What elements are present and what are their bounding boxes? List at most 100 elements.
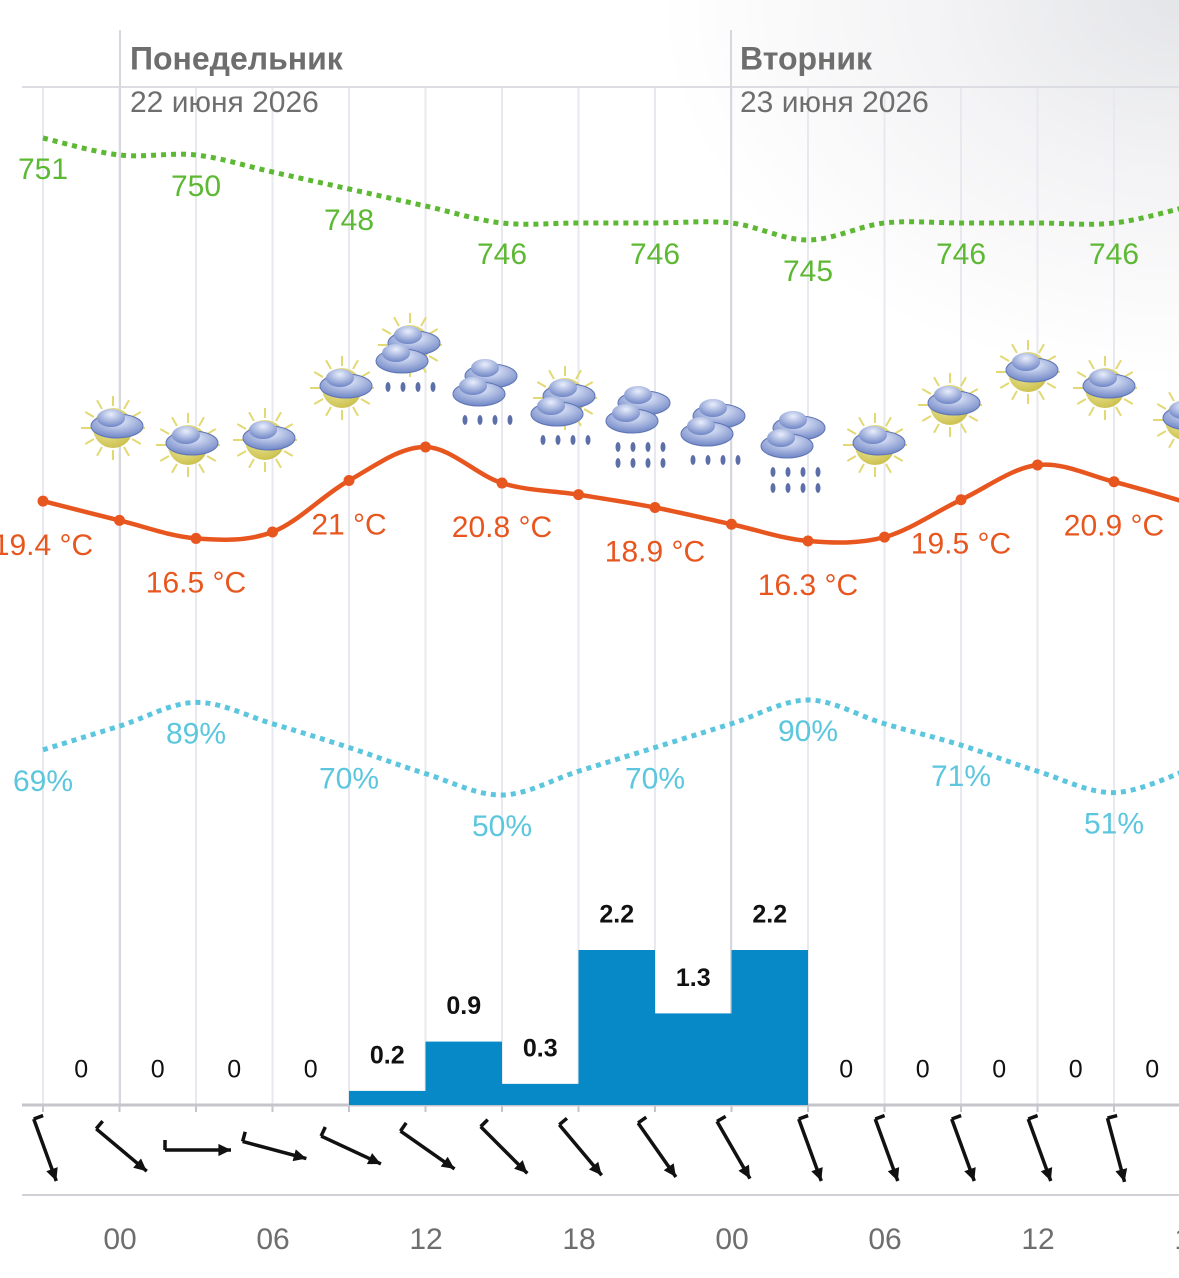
- sun-ray: [123, 399, 130, 410]
- humidity-label: 51%: [1084, 808, 1144, 841]
- temperature-label: 21 °C: [311, 508, 386, 541]
- sun-ray: [352, 359, 359, 370]
- wind-barb: [479, 1118, 489, 1128]
- weather-icon: [81, 396, 145, 460]
- cloud: [249, 421, 277, 439]
- sun-ray: [583, 408, 594, 415]
- temperature-point: [496, 477, 508, 489]
- rain-drop: [585, 435, 591, 445]
- wind-arrow-head: [46, 1167, 58, 1182]
- cloud: [767, 429, 795, 447]
- sun-ray: [123, 446, 130, 457]
- rain-drop: [630, 442, 636, 452]
- sun-ray: [1076, 398, 1087, 405]
- wind-arrow-head: [1040, 1167, 1053, 1182]
- cloud: [549, 379, 577, 397]
- day-name: Понедельник: [130, 40, 344, 76]
- sun-ray: [131, 411, 142, 418]
- humidity-label: 90%: [778, 715, 838, 748]
- rain-drop: [507, 415, 513, 425]
- wind-arrow-head: [366, 1153, 381, 1165]
- sun-ray: [575, 369, 582, 380]
- weather-icon: [310, 356, 374, 420]
- pressure-label: 745: [783, 255, 833, 288]
- rain-drop: [615, 442, 621, 452]
- sun-ray: [858, 463, 865, 474]
- pressure-label: 746: [936, 238, 986, 271]
- wind-arrow-head: [663, 1163, 676, 1178]
- cloud: [1089, 369, 1117, 387]
- sun-ray: [96, 446, 103, 457]
- sun-ray: [1168, 391, 1175, 402]
- sun-ray: [858, 416, 865, 427]
- precip-bar: [349, 1090, 426, 1105]
- weather-icon: [452, 359, 518, 425]
- weather-icon: [760, 411, 826, 493]
- sun-ray: [1115, 406, 1122, 417]
- humidity-label: 50%: [472, 810, 532, 843]
- cloud: [459, 377, 487, 395]
- day-date: 22 июня 2026: [130, 86, 319, 119]
- cloud: [624, 386, 652, 404]
- wind-barb: [558, 1116, 569, 1127]
- sun-ray: [921, 388, 932, 395]
- temperature-label: 19.4 °C: [0, 529, 93, 562]
- rain-drop: [690, 455, 696, 465]
- precip-label: 2.2: [752, 901, 787, 929]
- pressure-label: 751: [18, 153, 68, 186]
- rain-drop: [815, 467, 821, 477]
- rain-drop: [705, 455, 711, 465]
- precip-label: 2.2: [599, 901, 634, 929]
- precip-label: 0: [839, 1056, 853, 1084]
- sun-ray: [1088, 359, 1095, 370]
- hour-label: 12: [1021, 1223, 1054, 1256]
- sun-ray: [84, 438, 95, 445]
- humidity-label: 89%: [166, 717, 226, 750]
- temperature-point: [190, 532, 202, 544]
- sun-ray: [1123, 371, 1134, 378]
- sun-ray: [313, 371, 324, 378]
- cloud: [172, 426, 200, 444]
- sun-ray: [968, 415, 979, 422]
- hour-label: 18: [1174, 1223, 1179, 1256]
- wind-barb: [874, 1113, 886, 1121]
- sun-ray: [933, 376, 940, 387]
- rain-drop: [462, 415, 468, 425]
- sun-ray: [999, 355, 1010, 362]
- temperature-point: [955, 494, 967, 506]
- wind-arrow-head: [292, 1149, 307, 1162]
- wind-arrow-head: [738, 1164, 750, 1179]
- cloud: [859, 426, 887, 444]
- precip-bar: [502, 1083, 579, 1105]
- day-name: Вторник: [740, 40, 873, 76]
- temperature-line: [42, 444, 1179, 545]
- sun-ray: [275, 458, 282, 469]
- rain-drop: [400, 382, 406, 392]
- wind-arrow-head: [964, 1167, 976, 1182]
- wind-barb: [240, 1131, 247, 1142]
- weather-icon: [1153, 391, 1179, 449]
- sun-ray: [352, 406, 359, 417]
- cloud: [687, 417, 715, 435]
- sun-ray: [846, 428, 857, 435]
- wind-barb: [319, 1126, 327, 1137]
- sun-ray: [1076, 371, 1087, 378]
- grid: [42, 87, 1115, 1112]
- pressure-label: 750: [171, 170, 221, 203]
- hour-label: 06: [256, 1223, 289, 1256]
- rain-drop: [645, 458, 651, 468]
- cloud: [537, 397, 565, 415]
- temperature-point: [649, 502, 661, 514]
- temperature-point: [879, 531, 890, 543]
- temperature-point: [420, 441, 431, 453]
- temperature-point: [1032, 459, 1043, 471]
- precip-bar: [425, 1041, 502, 1105]
- cloud: [1012, 353, 1040, 371]
- rain-drop: [660, 458, 666, 468]
- temperature-point: [726, 518, 737, 530]
- sun-ray: [283, 450, 294, 457]
- precip-label: 0: [1069, 1056, 1083, 1084]
- sun-ray: [236, 423, 247, 430]
